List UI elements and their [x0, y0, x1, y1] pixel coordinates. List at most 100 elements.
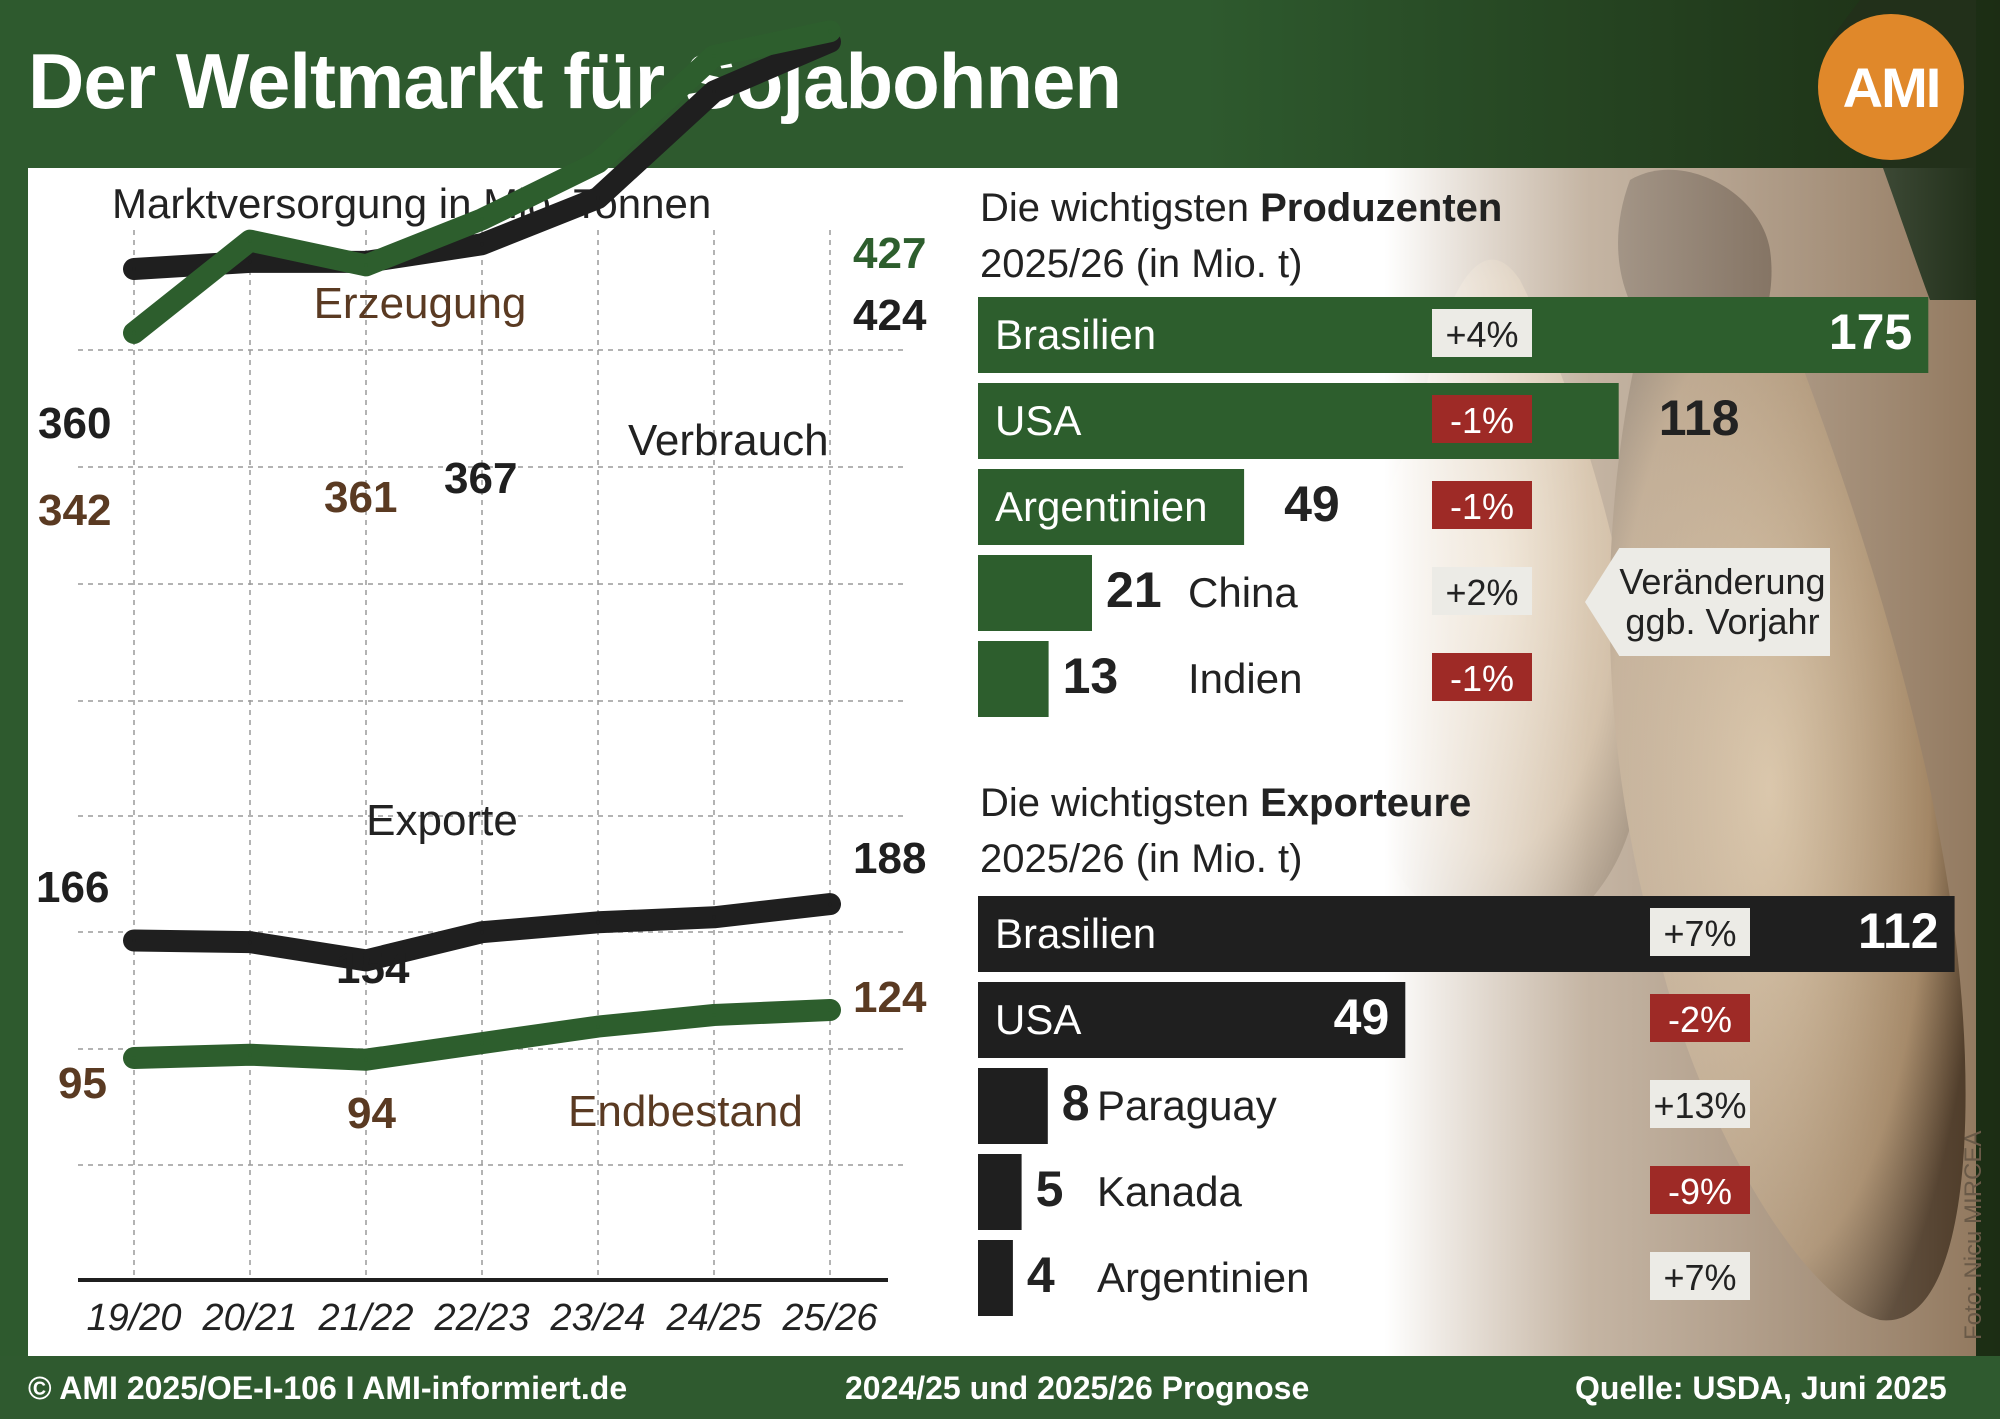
bar-value-label: 112 [1858, 903, 1939, 959]
data-point [596, 160, 600, 165]
bar-paraguay [978, 1068, 1048, 1144]
data-label: 154 [336, 944, 410, 993]
bar-value-label: 21 [1106, 562, 1162, 618]
change-legend-note: Veränderung ggb. Vorjahr [1585, 548, 1830, 656]
data-point [364, 263, 368, 268]
series-label: Endbestand [568, 1087, 803, 1136]
bar-value-label: 4 [1027, 1247, 1055, 1303]
change-badge [1650, 1252, 1750, 1300]
data-point [480, 1041, 484, 1046]
data-point [364, 958, 368, 963]
ami-logo: AMI [1818, 14, 1964, 160]
data-point [828, 29, 832, 34]
data-point [248, 238, 252, 243]
data-label: 95 [58, 1059, 107, 1108]
bar-brasilien [978, 896, 1955, 972]
producers-title-bold: Produzenten [1260, 186, 1503, 230]
exporters-title-line2: 2025/26 (in Mio. t) [980, 837, 1303, 881]
x-tick-label: 24/25 [665, 1297, 762, 1339]
data-point [828, 902, 832, 907]
series-label: Exporte [366, 796, 518, 845]
bar-china [978, 555, 1092, 631]
data-point [132, 267, 136, 271]
bar-category-label: Indien [1188, 655, 1302, 702]
x-tick-label: 21/22 [317, 1297, 413, 1339]
x-tick-label: 23/24 [549, 1297, 645, 1339]
bar-category-label: Paraguay [1097, 1082, 1277, 1129]
change-badge-text: +13% [1653, 1085, 1746, 1126]
bar-category-label: Brasilien [995, 910, 1156, 957]
x-tick-label: 20/21 [201, 1297, 297, 1339]
bar-value-label: 8 [1062, 1075, 1090, 1131]
data-point [248, 940, 252, 945]
data-point [480, 217, 484, 222]
data-point [596, 196, 600, 200]
bar-indien [978, 641, 1049, 717]
data-label: 166 [36, 863, 109, 912]
bar-category-label: China [1188, 569, 1298, 616]
change-badge-text: +2% [1445, 572, 1518, 613]
bar-argentinien [978, 469, 1245, 545]
bar-category-label: USA [995, 397, 1081, 444]
series-label: Verbrauch [628, 416, 829, 465]
data-label: 124 [853, 973, 927, 1022]
data-point [828, 1008, 832, 1012]
footer-bar [0, 1356, 2000, 1419]
bar-category-label: Kanada [1097, 1168, 1242, 1215]
bar-value-label: 175 [1829, 304, 1912, 360]
page-title: Der Weltmarkt für Sojabohnen [28, 37, 1122, 125]
series-label: Erzeugung [314, 279, 527, 328]
change-badge-text: -9% [1668, 1171, 1732, 1212]
x-tick-label: 22/23 [433, 1297, 529, 1339]
bar-value-label: 49 [1284, 476, 1340, 532]
change-badge-text: -1% [1450, 486, 1514, 527]
series-line-endbestand [123, 999, 841, 1071]
photo-credit: Foto: Nicu MIRCEA [1960, 1130, 1987, 1340]
bar-argentinien [978, 1240, 1013, 1316]
data-point [248, 1052, 252, 1057]
exporters-title: Die wichtigsten Exporteure 2025/26 (in M… [980, 775, 1471, 887]
bar-value-label: 49 [1334, 989, 1390, 1045]
data-point [132, 1056, 136, 1060]
data-point [480, 930, 484, 935]
bar-value-label: 5 [1036, 1161, 1064, 1217]
data-label: 424 [853, 291, 927, 340]
data-point [596, 920, 600, 925]
change-badge [1432, 481, 1532, 529]
data-point [248, 259, 252, 264]
x-tick-label: 25/26 [781, 1297, 878, 1339]
exporters-title-bold: Exporteure [1260, 781, 1472, 825]
footer-source: Quelle: USDA, Juni 2025 [1575, 1370, 1947, 1406]
data-point [480, 242, 484, 247]
change-badge [1432, 567, 1532, 615]
bar-category-label: Argentinien [1097, 1254, 1309, 1301]
bar-category-label: Argentinien [995, 483, 1207, 530]
data-label: 94 [347, 1089, 396, 1138]
data-point [364, 1057, 368, 1062]
change-badge-text: +4% [1445, 314, 1518, 355]
exporters-title-pre: Die wichtigsten [980, 781, 1261, 825]
data-point [132, 938, 136, 943]
data-label: 188 [853, 834, 926, 883]
footer-copyright: © AMI 2025/OE-I-106 I AMI-informiert.de [28, 1370, 628, 1406]
x-tick-label: 19/20 [86, 1297, 181, 1339]
data-label: 360 [38, 399, 111, 448]
data-label: 367 [444, 454, 517, 503]
change-badge [1650, 1166, 1750, 1214]
change-badge [1432, 395, 1532, 443]
producers-title-line2: 2025/26 (in Mio. t) [980, 242, 1303, 286]
data-point [712, 54, 716, 58]
bar-category-label: USA [995, 996, 1081, 1043]
data-label: 427 [853, 229, 926, 278]
bar-usa [978, 982, 1406, 1058]
data-label: 361 [324, 473, 397, 522]
change-badge [1650, 908, 1750, 956]
data-point [712, 915, 716, 920]
change-badge [1650, 994, 1750, 1042]
data-point [596, 1024, 600, 1029]
data-point [712, 1013, 716, 1017]
series-line-verbrauch [123, 30, 841, 280]
data-label: 342 [38, 486, 111, 535]
